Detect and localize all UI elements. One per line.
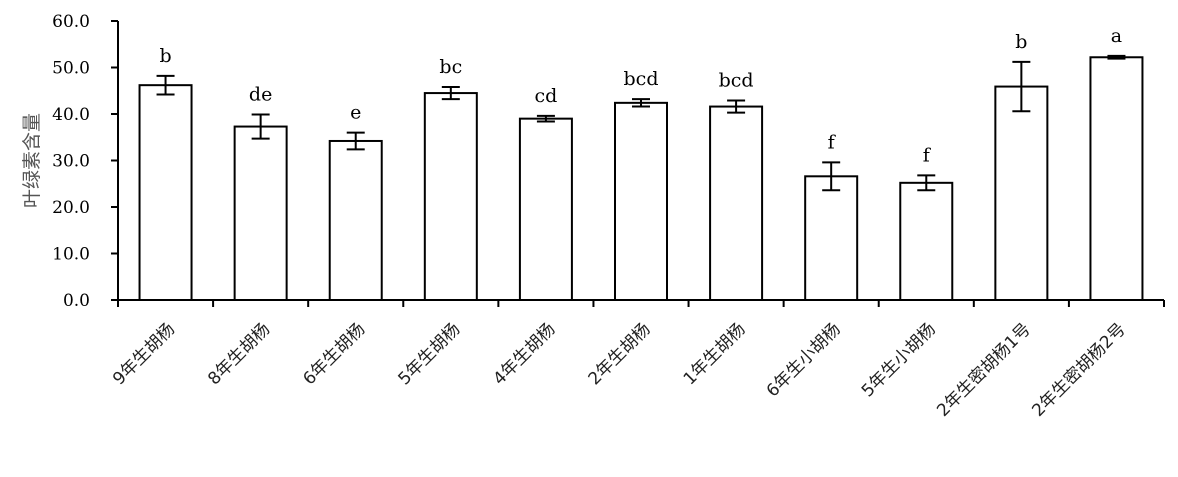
- significance-letter: a: [1111, 25, 1122, 47]
- bar: [518, 117, 573, 302]
- y-tick-label: 20.0: [52, 198, 90, 218]
- significance-letter: de: [249, 83, 272, 105]
- y-tick-label: 10.0: [52, 245, 90, 265]
- bar: [138, 84, 193, 301]
- significance-letter: f: [828, 131, 837, 153]
- bar: [709, 105, 764, 301]
- significance-letter: b: [159, 45, 171, 67]
- significance-letter: b: [1015, 31, 1027, 53]
- bar: [1089, 56, 1144, 301]
- category-label: 1年生胡杨: [680, 319, 750, 389]
- y-tick-label: 40.0: [52, 105, 90, 125]
- category-label: 5年生小胡杨: [858, 319, 940, 401]
- y-tick-label: 50.0: [52, 59, 90, 79]
- category-label: 6年生胡杨: [299, 319, 369, 389]
- category-label: 6年生小胡杨: [763, 319, 845, 401]
- bar: [614, 101, 668, 301]
- category-label: 8年生胡杨: [204, 319, 274, 389]
- y-tick-label: 60.0: [52, 12, 90, 32]
- y-tick-label: 0.0: [63, 291, 90, 311]
- category-label: 2年生密胡杨2号: [1028, 319, 1130, 421]
- category-label: 2年生密胡杨1号: [933, 319, 1035, 421]
- bar: [233, 125, 288, 302]
- y-tick-label: 30.0: [52, 152, 90, 172]
- bars: [138, 54, 1144, 302]
- significance-letter: bcd: [719, 70, 754, 92]
- y-axis-title: 叶绿素含量: [21, 113, 43, 208]
- category-label: 5年生胡杨: [394, 319, 464, 389]
- significance-letter: bcd: [624, 68, 659, 90]
- y-axis-title-group: 叶绿素含量: [21, 113, 43, 208]
- axes: 0.0 10.0 20.0 30.0 40.0 50.0 60.0: [52, 12, 1165, 311]
- category-label: 4年生胡杨: [490, 319, 560, 389]
- category-label: 9年生胡杨: [109, 319, 179, 389]
- bar: [328, 139, 383, 301]
- significance-letter: bc: [439, 56, 462, 78]
- bar: [804, 175, 859, 301]
- bar: [423, 92, 478, 301]
- bar: [994, 85, 1049, 301]
- significance-letter: cd: [535, 85, 558, 107]
- significance-letter: e: [350, 102, 361, 124]
- significance-letter: f: [923, 144, 932, 166]
- category-label: 2年生胡杨: [585, 319, 655, 389]
- bar: [899, 181, 954, 302]
